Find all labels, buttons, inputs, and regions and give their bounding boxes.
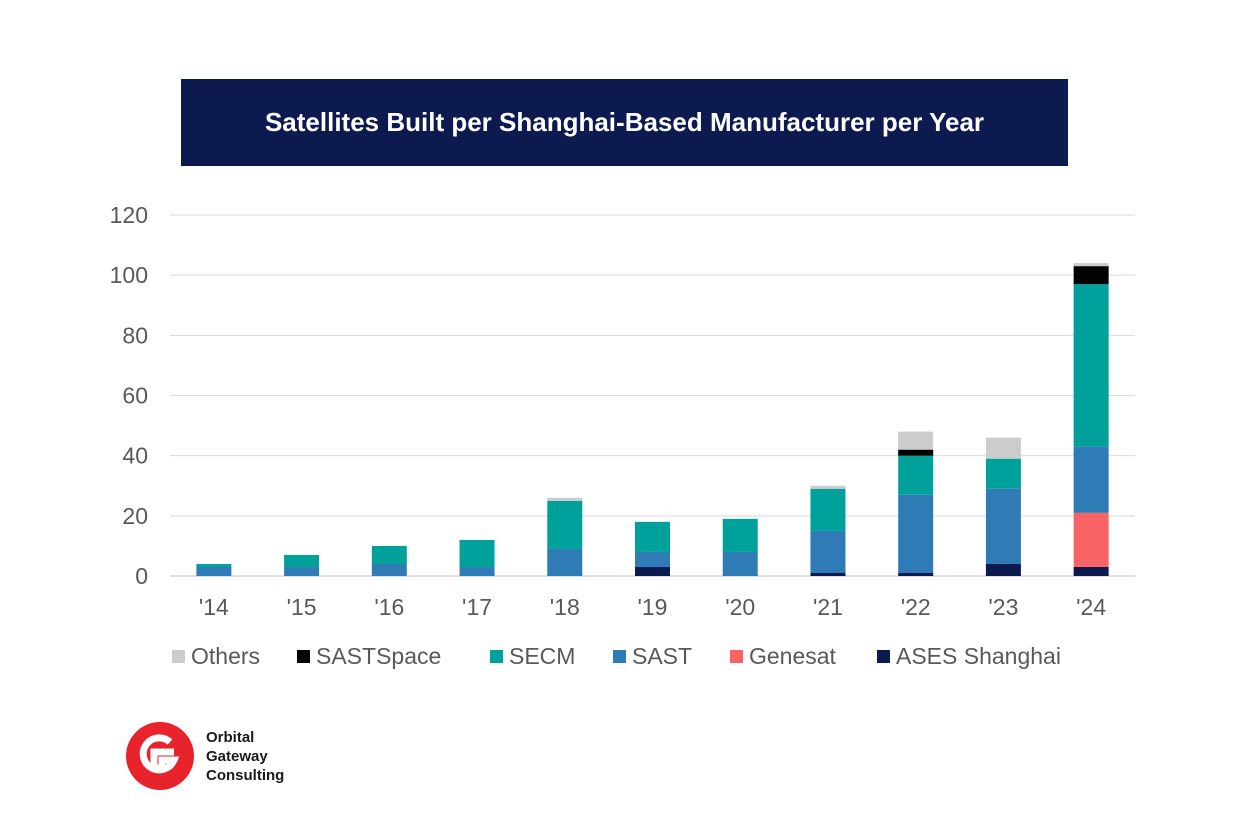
legend-swatch (730, 650, 743, 663)
legend-label: SAST (632, 643, 692, 669)
legend-label: Others (191, 643, 260, 669)
x-tick-label: '20 (725, 594, 755, 620)
bar-segment (635, 566, 670, 576)
y-tick-label: 120 (110, 202, 148, 228)
company-logo: Orbital Gateway Consulting (126, 722, 284, 790)
bars (196, 263, 1109, 576)
bar-segment (810, 488, 846, 531)
bar-segment (898, 494, 934, 573)
x-tick-label: '22 (901, 594, 931, 620)
x-tick-label: '19 (638, 594, 668, 620)
x-tick-label: '14 (199, 594, 229, 620)
legend-label: SECM (509, 643, 575, 669)
y-tick-label: 0 (135, 563, 148, 589)
bar-segment (898, 431, 934, 450)
bar-segment (898, 449, 934, 456)
bar-segment (196, 563, 232, 567)
bar-segment (547, 500, 583, 549)
legend-label: ASES Shanghai (896, 643, 1061, 669)
y-tick-label: 80 (122, 322, 148, 348)
x-axis-ticks: '14 '15 '16 '17 '18 '19 '20 '21 '22 '23 '24 (199, 594, 1106, 620)
legend-swatch (172, 650, 185, 663)
logo-text: Orbital Gateway Consulting (206, 728, 284, 785)
logo-mark-icon (126, 722, 194, 790)
x-tick-label: '15 (287, 594, 317, 620)
legend: Others SASTSpace SECM SAST Genesat ASES Shang… (172, 643, 1061, 669)
bar-segment (722, 551, 758, 576)
bar-segment (459, 566, 495, 576)
bar-segment (371, 545, 407, 564)
legend-swatch (877, 650, 890, 663)
y-tick-label: 100 (110, 262, 148, 288)
chart-title-banner: Satellites Built per Shanghai-Based Manu… (181, 79, 1068, 166)
bar-segment (985, 563, 1021, 576)
bar-segment (898, 455, 934, 495)
x-tick-label: '23 (988, 594, 1018, 620)
bar-segment (547, 497, 583, 501)
gridlines (170, 214, 1135, 577)
bar-segment (284, 566, 320, 576)
bar-segment (284, 554, 320, 567)
bar-segment (1073, 512, 1109, 567)
legend-swatch (613, 650, 626, 663)
bar-segment (1073, 446, 1109, 513)
logo-line-3: Consulting (206, 766, 285, 784)
legend-label: Genesat (749, 643, 837, 669)
x-tick-label: '18 (550, 594, 580, 620)
bar-segment (810, 485, 846, 489)
legend-swatch (297, 650, 310, 663)
y-tick-label: 60 (122, 383, 148, 409)
bar-segment (985, 458, 1021, 489)
bar-segment (547, 548, 583, 576)
bar-segment (635, 551, 670, 567)
bar-segment (1073, 266, 1109, 285)
bar-segment (196, 566, 232, 576)
bar-segment (810, 572, 846, 576)
bar-segment (1073, 263, 1109, 267)
bar-segment (1073, 566, 1109, 576)
logo-line-1: Orbital (206, 728, 255, 746)
y-tick-label: 40 (122, 443, 148, 469)
x-tick-label: '16 (374, 594, 404, 620)
x-tick-label: '17 (462, 594, 492, 620)
bar-segment (722, 518, 758, 552)
x-tick-label: '21 (813, 594, 843, 620)
chart-title: Satellites Built per Shanghai-Based Manu… (264, 107, 985, 137)
logo-line-2: Gateway (206, 747, 268, 765)
bar-segment (985, 488, 1021, 564)
bar-segment (635, 521, 670, 552)
bar-segment (810, 530, 846, 573)
legend-label: SASTSpace (316, 643, 441, 669)
y-tick-label: 20 (122, 503, 148, 529)
x-tick-label: '24 (1076, 594, 1106, 620)
stacked-bar-chart: 0 20 40 60 80 100 120 '14 '15 '16 '17 '18 '19 '20 '21… (110, 202, 1135, 669)
bar-segment (459, 539, 495, 567)
bar-segment (898, 572, 934, 576)
legend-swatch (490, 650, 503, 663)
bar-segment (371, 563, 407, 576)
bar-segment (1073, 284, 1109, 447)
y-axis-ticks: 0 20 40 60 80 100 120 (110, 202, 148, 589)
bar-segment (985, 437, 1021, 459)
